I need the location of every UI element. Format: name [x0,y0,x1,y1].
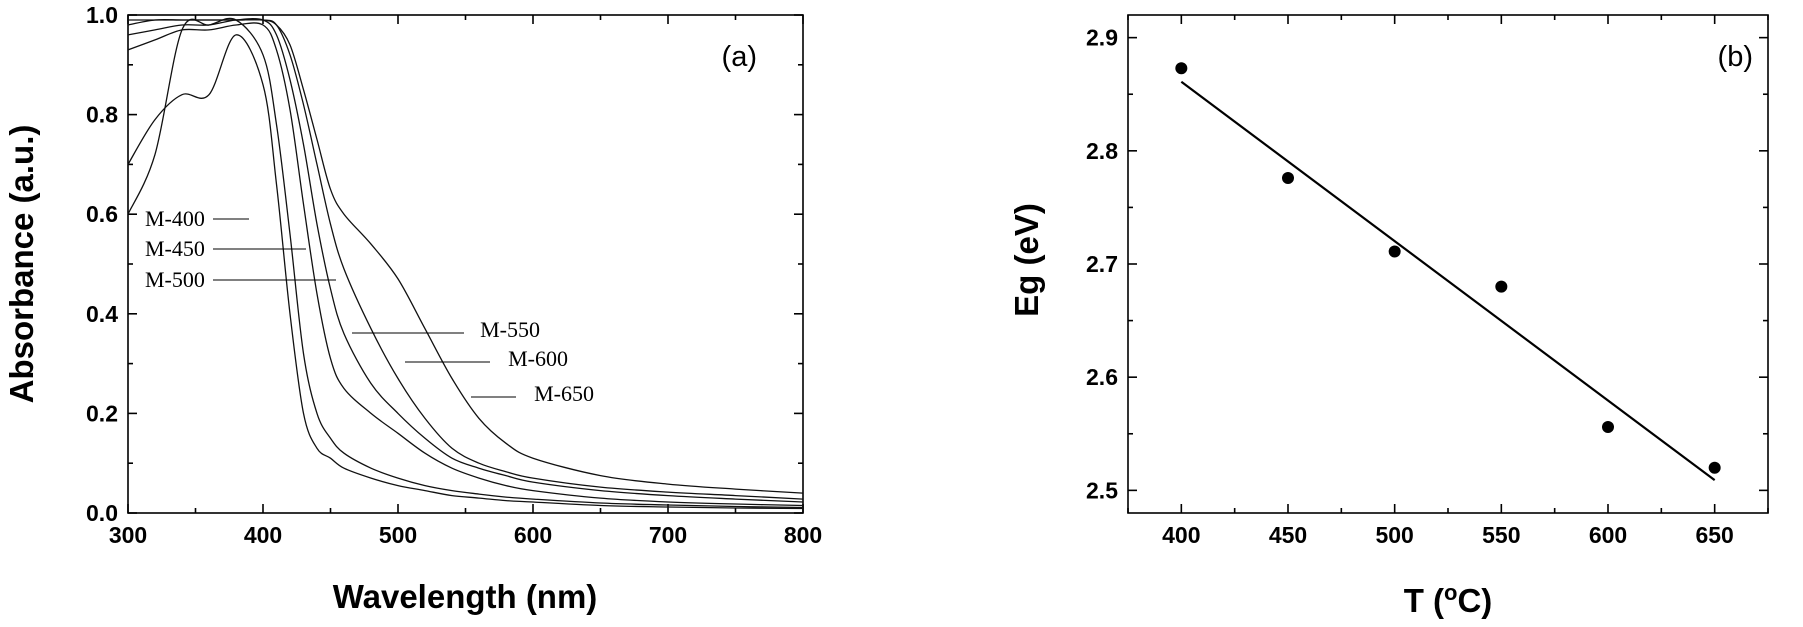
y-tick-label-b: 2.6 [1086,364,1118,390]
y-tick-label-b: 2.9 [1086,25,1118,51]
x-tick-label-b: 450 [1269,522,1307,548]
y-tick-label-a: 0.4 [86,301,118,327]
x-tick-label-b: 650 [1695,522,1733,548]
x-axis-label-a: Wavelength (nm) [333,578,598,615]
y-tick-label-a: 0.2 [86,400,118,426]
series-line-m-400 [127,34,804,510]
axis-ticks-b: 400 450 500 550 600 650 2.5 2.6 2.7 2.8 2.9 [1086,15,1769,548]
series-curves-a [127,17,804,510]
y-axis-label-b: Eg (eV) [1008,203,1045,317]
chart-panel-b: 400 450 500 550 600 650 2.5 2.6 2.7 2.8 2.9 (b) T … [1008,14,1769,619]
plot-frame-b [1127,14,1769,514]
x-axis-label-b-start: T ( [1404,582,1444,619]
series-label-m-400: M-400 [145,206,205,231]
y-tick-label-b: 2.7 [1086,251,1118,277]
series-label-m-450: M-450 [145,236,205,261]
x-tick-label-b: 550 [1482,522,1520,548]
x-tick-label-a: 400 [244,522,282,548]
y-tick-label-b: 2.8 [1086,138,1118,164]
series-line-m-450 [127,17,804,509]
chart-panel-a: 300 400 500 600 700 800 0.0 0.2 0.4 0.6 0.8 1.0 M-4… [3,2,822,615]
panel-label-b: (b) [1718,41,1753,73]
series-line-m-550 [127,18,804,503]
y-tick-label-a: 1.0 [86,2,118,28]
data-point [1282,171,1294,184]
data-point [1175,62,1188,75]
data-point [1708,461,1721,474]
x-axis-label-b-end: C) [1457,582,1492,619]
y-tick-label-b: 2.5 [1086,477,1118,503]
x-tick-label-b: 400 [1162,522,1200,548]
x-tick-label-a: 600 [514,522,552,548]
x-tick-label-a: 300 [109,522,147,548]
data-point [1388,245,1401,258]
x-tick-label-b: 600 [1589,522,1627,548]
data-point [1495,280,1508,293]
y-tick-label-a: 0.6 [86,201,118,227]
x-axis-label-b-degree: o [1444,580,1457,605]
x-tick-label-a: 700 [649,522,687,548]
data-points-b [1175,62,1721,474]
series-label-m-500: M-500 [145,267,205,292]
axis-ticks-a: 300 400 500 600 700 800 0.0 0.2 0.4 0.6 0.8 1.0 [86,2,822,548]
x-tick-label-a: 800 [784,522,822,548]
data-point [1602,420,1614,433]
fit-line-b [1180,80,1716,482]
series-leaders-a: M-400 M-450 M-500 M-550 M-600 M-650 [145,206,594,406]
series-label-m-650: M-650 [534,381,594,406]
y-tick-label-a: 0.8 [86,102,118,128]
x-axis-label-b: T (oC) [1404,580,1493,619]
series-label-m-550: M-550 [480,317,540,342]
series-line-m-650 [127,18,804,494]
x-tick-label-b: 500 [1375,522,1413,548]
series-line-m-500 [127,22,804,507]
panel-label-a: (a) [722,41,757,73]
linear-fit-line [1180,80,1716,482]
x-tick-label-a: 500 [379,522,417,548]
y-axis-label-a: Absorbance (a.u.) [3,125,40,404]
y-tick-label-a: 0.0 [86,500,118,526]
series-label-m-600: M-600 [508,346,568,371]
plot-frame-a [127,14,804,514]
series-line-m-600 [127,18,804,500]
